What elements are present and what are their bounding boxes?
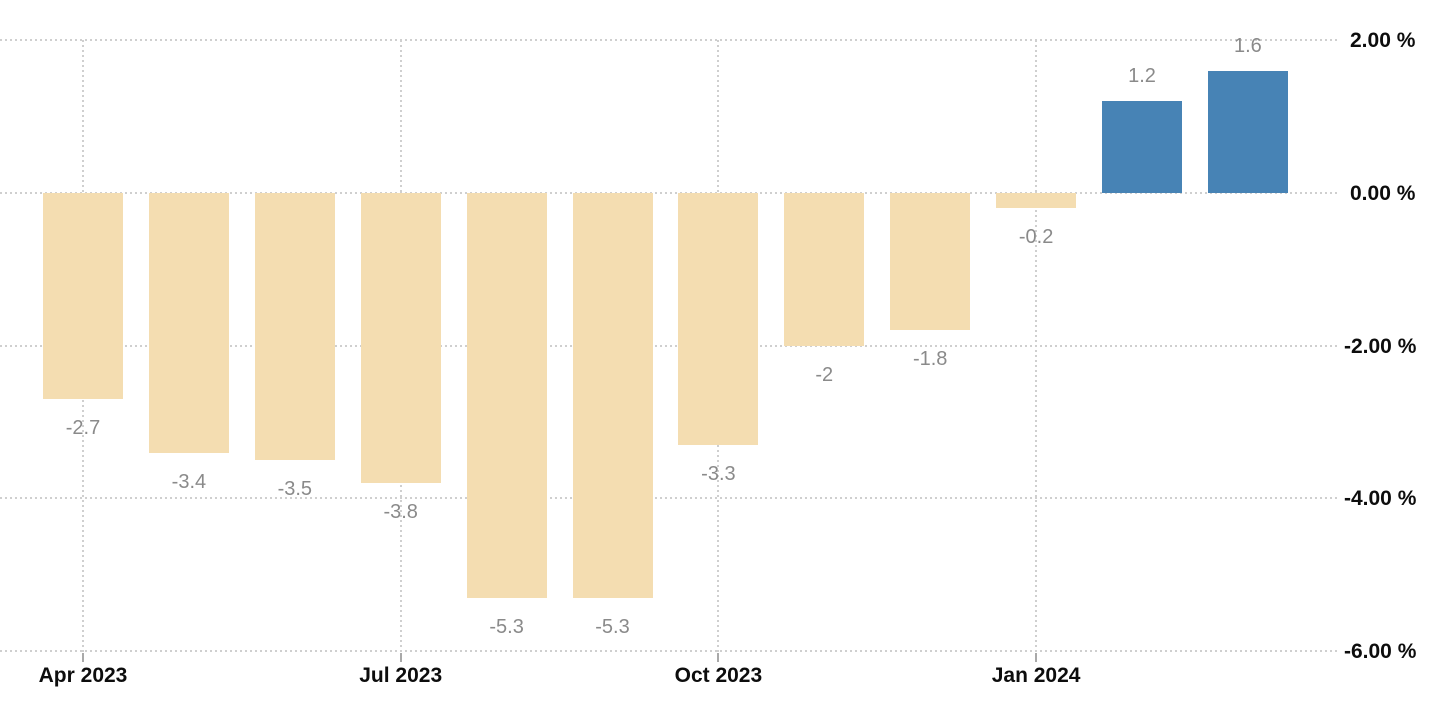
bar[interactable] [996,193,1077,209]
bar[interactable] [43,193,123,400]
bar-value-label: 1.6 [1233,34,1262,57]
x-axis-tick-label: Jul 2023 [359,664,443,687]
gridline-horizontal [0,497,1339,500]
bar[interactable] [254,193,335,461]
gridline-vertical [1035,40,1038,653]
bar-value-label: -3.8 [383,501,418,524]
x-axis-tick [717,653,720,662]
y-axis-tick-label: 2.00 % [1350,29,1416,53]
x-axis-tick [399,653,402,662]
gridline-horizontal [0,344,1339,347]
x-axis-tick-label: Jan 2024 [991,664,1081,687]
bar[interactable] [1102,101,1182,193]
bar-value-label: -3.4 [171,470,207,493]
bar[interactable] [678,193,759,445]
bar-value-label: -1.8 [912,348,948,371]
bar-value-label: -0.2 [1018,226,1054,249]
bar[interactable] [360,193,441,484]
bar[interactable] [466,193,547,598]
bar[interactable] [148,193,229,453]
gridline-horizontal [0,39,1339,42]
bar[interactable] [890,193,971,331]
bar-value-label: -3.3 [701,462,736,485]
bar[interactable] [572,193,653,598]
bar-value-label: -5.3 [489,615,524,638]
y-axis-tick-label: -2.00 % [1344,334,1417,358]
gridline-horizontal [0,192,1339,194]
bar-value-label: -3.5 [277,478,313,501]
x-axis-tick-label: Apr 2023 [38,664,128,687]
bar-value-label: -2.7 [65,417,101,440]
x-axis-tick-label: Oct 2023 [674,664,763,687]
x-axis-tick [1035,653,1038,662]
bar-value-label: -2 [815,363,834,386]
y-axis-tick-label: -6.00 % [1344,640,1417,664]
y-axis-tick-label: -4.00 % [1344,487,1417,511]
gridline-horizontal [0,650,1339,653]
bar-value-label: -5.3 [595,615,630,638]
x-axis-tick [82,653,84,662]
bar-value-label: 1.2 [1128,65,1156,88]
bar[interactable] [1207,70,1288,193]
bar[interactable] [784,193,865,346]
y-axis-tick-label: 0.00 % [1350,182,1416,205]
